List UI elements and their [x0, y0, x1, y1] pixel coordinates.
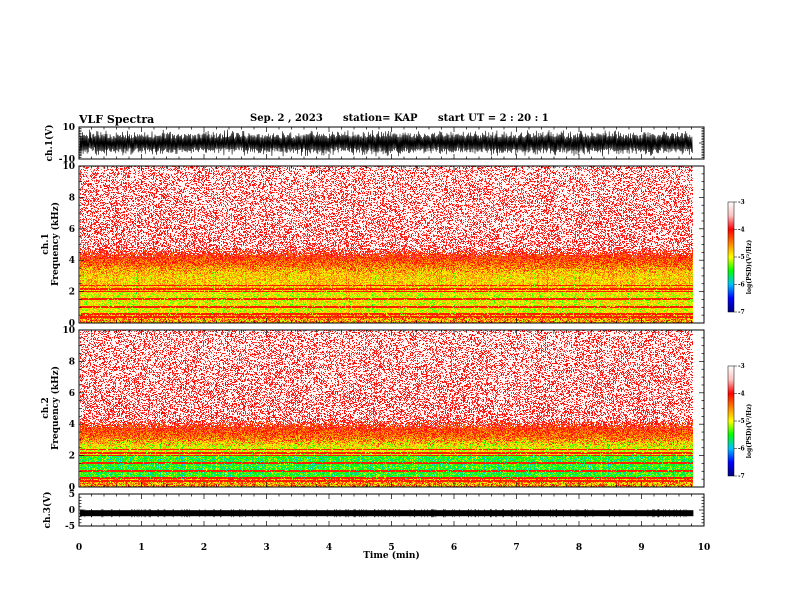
colorbar-tick-label: -6	[738, 446, 745, 453]
date-label: Sep. 2 , 2023	[250, 113, 323, 124]
y-tick-label: -10	[59, 155, 75, 165]
y-tick-label: 8	[69, 357, 75, 367]
y-tick-label: 10	[62, 162, 75, 172]
ch1-signal-trace	[79, 129, 693, 157]
y-tick-label: 5	[69, 490, 75, 500]
waveform-ch3	[80, 509, 694, 518]
x-tick-label: 9	[638, 543, 644, 553]
y-tick-label: 8	[69, 193, 75, 203]
y-tick-label: -5	[65, 522, 75, 532]
x-tick-label: 4	[326, 543, 332, 553]
colorbars: -3 -4 -5 -6 -7 log(PSD)(V²/Hz) -3 -4 -5 -6 -7 log(P…	[727, 199, 753, 480]
colorbar-label: log(PSD)(V²/Hz)	[746, 240, 753, 295]
colorbar-tick-label: -7	[738, 309, 745, 316]
y-tick-label: 4	[69, 420, 75, 430]
y-tick-label: 10	[62, 123, 75, 133]
panel-frame	[78, 329, 705, 488]
ch2-channel-label: ch.2	[41, 397, 51, 418]
colorbar-tick-label: -5	[738, 254, 745, 261]
panel-frame	[78, 165, 705, 324]
colorbar-tick-label: -4	[738, 227, 745, 234]
ch1-voltage-axis-label: ch.1(V)	[44, 125, 55, 162]
ch3-voltage-axis-label: ch.3(V)	[42, 492, 53, 529]
y-tick-label: 10	[62, 326, 75, 336]
x-tick-label: 2	[201, 543, 207, 553]
colorbar-1	[727, 201, 735, 313]
spectrogram-ch1-image	[80, 166, 704, 323]
colorbar-tick-label: -4	[738, 391, 745, 398]
ch3-signal-spikes	[80, 509, 687, 518]
x-tick-label: 6	[451, 543, 457, 553]
spectrogram-ch2-image	[80, 330, 704, 487]
ch2-frequency-axis-label: Frequency (kHz)	[50, 366, 61, 450]
ch3-signal-band	[80, 510, 694, 517]
colorbar-label: log(PSD)(V²/Hz)	[746, 404, 753, 459]
y-tick-label: 0	[69, 483, 75, 493]
y-tick-label: 2	[69, 452, 75, 462]
x-tick-label: 0	[76, 543, 82, 553]
colorbar-tick-label: -7	[738, 473, 745, 480]
y-tick-label: 4	[69, 256, 75, 266]
x-tick-label: 5	[388, 543, 394, 553]
x-tick-label: 7	[513, 543, 519, 553]
y-tick-label: 6	[69, 225, 75, 235]
station-label: station= KAP	[343, 113, 418, 124]
ch1-channel-label: ch.1	[41, 233, 51, 254]
x-tick-label: 1	[138, 543, 144, 553]
y-tick-label: 0	[69, 319, 75, 329]
y-tick-label: 6	[69, 389, 75, 399]
axis-ticks	[78, 126, 705, 527]
colorbar-tick-label: -3	[738, 363, 745, 370]
colorbar-tick-label: -6	[738, 282, 745, 289]
figure-title: VLF Spectra	[79, 113, 155, 126]
x-tick-label: 8	[576, 543, 582, 553]
colorbar-2	[727, 365, 735, 477]
start-time-label: start UT = 2 : 20 : 1	[438, 113, 549, 124]
colorbar-tick-label: -3	[738, 199, 745, 206]
x-tick-label: 10	[698, 543, 711, 553]
y-tick-label: 0	[69, 506, 75, 516]
waveform-ch1	[79, 129, 693, 157]
x-tick-label: 3	[263, 543, 269, 553]
colorbar-tick-label: -5	[738, 418, 745, 425]
y-tick-label: 2	[69, 288, 75, 298]
ch1-frequency-axis-label: Frequency (kHz)	[50, 202, 61, 286]
panel-frames	[78, 126, 705, 527]
time-axis-label: Time (min)	[363, 550, 420, 561]
